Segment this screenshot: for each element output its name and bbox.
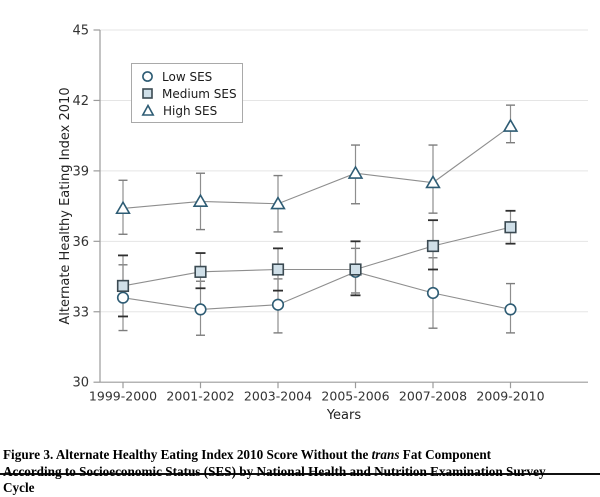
x-tick-label: 2009-2010 xyxy=(476,389,544,404)
data-point-circle xyxy=(271,298,285,311)
legend-swatch-square xyxy=(142,88,153,99)
legend-swatch-triangle xyxy=(141,104,155,116)
data-point-circle xyxy=(426,286,440,300)
caption-line-2: According to Socioeconomic Status (SES) … xyxy=(3,463,546,479)
data-point-circle xyxy=(504,303,517,316)
data-point-circle xyxy=(116,291,130,304)
legend-item-medium-ses: Medium SES xyxy=(132,85,242,102)
y-tick-label: 33 xyxy=(72,305,89,320)
triangle-marker-icon xyxy=(141,104,155,116)
circle-marker-icon xyxy=(142,71,153,82)
data-point-square xyxy=(194,265,207,278)
y-axis-title: Alternate Healthy Eating Index 2010 xyxy=(58,87,73,324)
y-tick-label: 45 xyxy=(72,24,89,39)
data-point-square xyxy=(426,239,440,253)
series-line-medium-ses xyxy=(122,226,511,287)
y-tick-label: 42 xyxy=(72,94,89,109)
data-point-triangle xyxy=(270,195,286,210)
legend-label-high: High SES xyxy=(163,103,218,118)
data-point-square xyxy=(349,263,362,276)
data-point-triangle xyxy=(115,200,131,215)
caption-text-2: Fat Component xyxy=(399,447,492,462)
data-point-circle xyxy=(194,303,207,316)
caption-trans-italic: trans xyxy=(371,447,400,462)
y-tick-label: 30 xyxy=(72,376,89,391)
data-point-triangle xyxy=(425,174,441,189)
data-point-square xyxy=(116,279,130,293)
data-point-triangle xyxy=(347,165,364,179)
caption-line-3: Cycle xyxy=(3,480,35,495)
x-tick-label: 2007-2008 xyxy=(399,389,467,404)
square-marker-icon xyxy=(142,88,153,99)
x-tick-label: 2001-2002 xyxy=(166,389,234,404)
series-line-high-ses xyxy=(122,125,511,209)
caption-text-1: Figure 3. Alternate Healthy Eating Index… xyxy=(3,447,372,462)
x-tick-label: 2003-2004 xyxy=(244,389,312,404)
y-tick-label: 36 xyxy=(72,235,89,250)
y-tick-label: 39 xyxy=(72,164,89,179)
series-line-low-ses xyxy=(122,271,511,310)
page-divider-rule xyxy=(0,473,600,475)
legend-item-low-ses: Low SES xyxy=(132,68,242,85)
legend-item-high-ses: High SES xyxy=(132,102,242,119)
figure-caption: Figure 3. Alternate Healthy Eating Index… xyxy=(3,447,598,497)
data-point-triangle xyxy=(192,193,209,208)
x-tick-label: 1999-2000 xyxy=(89,389,157,404)
data-point-square xyxy=(271,263,285,276)
x-axis-title: Years xyxy=(326,408,362,423)
x-tick-label: 2005-2006 xyxy=(321,389,389,404)
chart-svg: 30 33 36 39 42 45 1999-2000 2001-2002 2003-2004 2… xyxy=(58,24,588,423)
data-point-square xyxy=(504,221,517,234)
legend-label-medium: Medium SES xyxy=(162,86,237,101)
legend: Low SES Medium SES High SES xyxy=(131,63,243,123)
legend-label-low: Low SES xyxy=(162,69,213,84)
data-point-triangle xyxy=(502,118,519,132)
legend-swatch-circle xyxy=(142,71,153,82)
